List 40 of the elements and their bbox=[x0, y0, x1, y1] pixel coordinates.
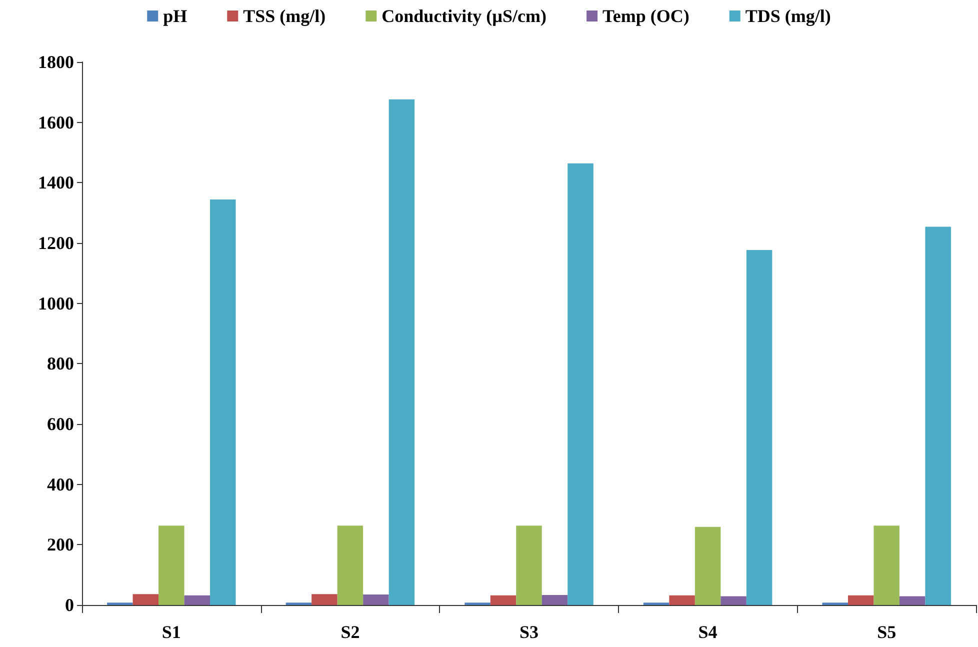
bar bbox=[925, 226, 951, 605]
x-tick-label: S2 bbox=[340, 622, 360, 642]
bar bbox=[312, 594, 338, 605]
bar bbox=[746, 250, 772, 605]
bar bbox=[158, 526, 184, 605]
bar bbox=[848, 595, 874, 605]
bar bbox=[132, 594, 159, 605]
bar bbox=[720, 596, 746, 605]
legend-label: Conductivity (µS/cm) bbox=[382, 6, 547, 26]
bar bbox=[542, 595, 568, 605]
bar bbox=[669, 595, 695, 605]
bar bbox=[899, 596, 926, 605]
y-tick-label: 1600 bbox=[38, 112, 74, 132]
bar bbox=[210, 200, 236, 605]
y-tick-label: 200 bbox=[47, 534, 74, 555]
bar bbox=[337, 526, 364, 605]
legend-label: pH bbox=[163, 6, 188, 26]
bar bbox=[363, 594, 389, 605]
x-tick-label: S5 bbox=[877, 622, 896, 642]
y-tick-label: 800 bbox=[47, 354, 74, 374]
x-tick-label: S3 bbox=[519, 622, 539, 642]
legend-label: TDS (mg/l) bbox=[745, 6, 831, 26]
y-tick-label: 600 bbox=[47, 414, 74, 434]
bar bbox=[516, 526, 542, 605]
y-tick-label: 1400 bbox=[38, 172, 74, 193]
y-tick-label: 0 bbox=[65, 595, 74, 615]
x-tick-label: S1 bbox=[162, 622, 181, 642]
y-tick-label: 1000 bbox=[38, 293, 74, 314]
x-tick-label: S4 bbox=[698, 622, 718, 642]
bar bbox=[490, 595, 516, 605]
legend-label: TSS (mg/l) bbox=[243, 6, 326, 26]
bar bbox=[568, 163, 594, 605]
bar bbox=[694, 526, 721, 605]
legend-label: Temp (OC) bbox=[602, 6, 690, 26]
bar bbox=[388, 99, 415, 605]
bar bbox=[184, 595, 210, 605]
bar bbox=[874, 526, 900, 605]
y-tick-label: 400 bbox=[47, 474, 74, 494]
y-tick-label: 1200 bbox=[38, 233, 74, 253]
y-tick-label: 1800 bbox=[38, 52, 74, 72]
